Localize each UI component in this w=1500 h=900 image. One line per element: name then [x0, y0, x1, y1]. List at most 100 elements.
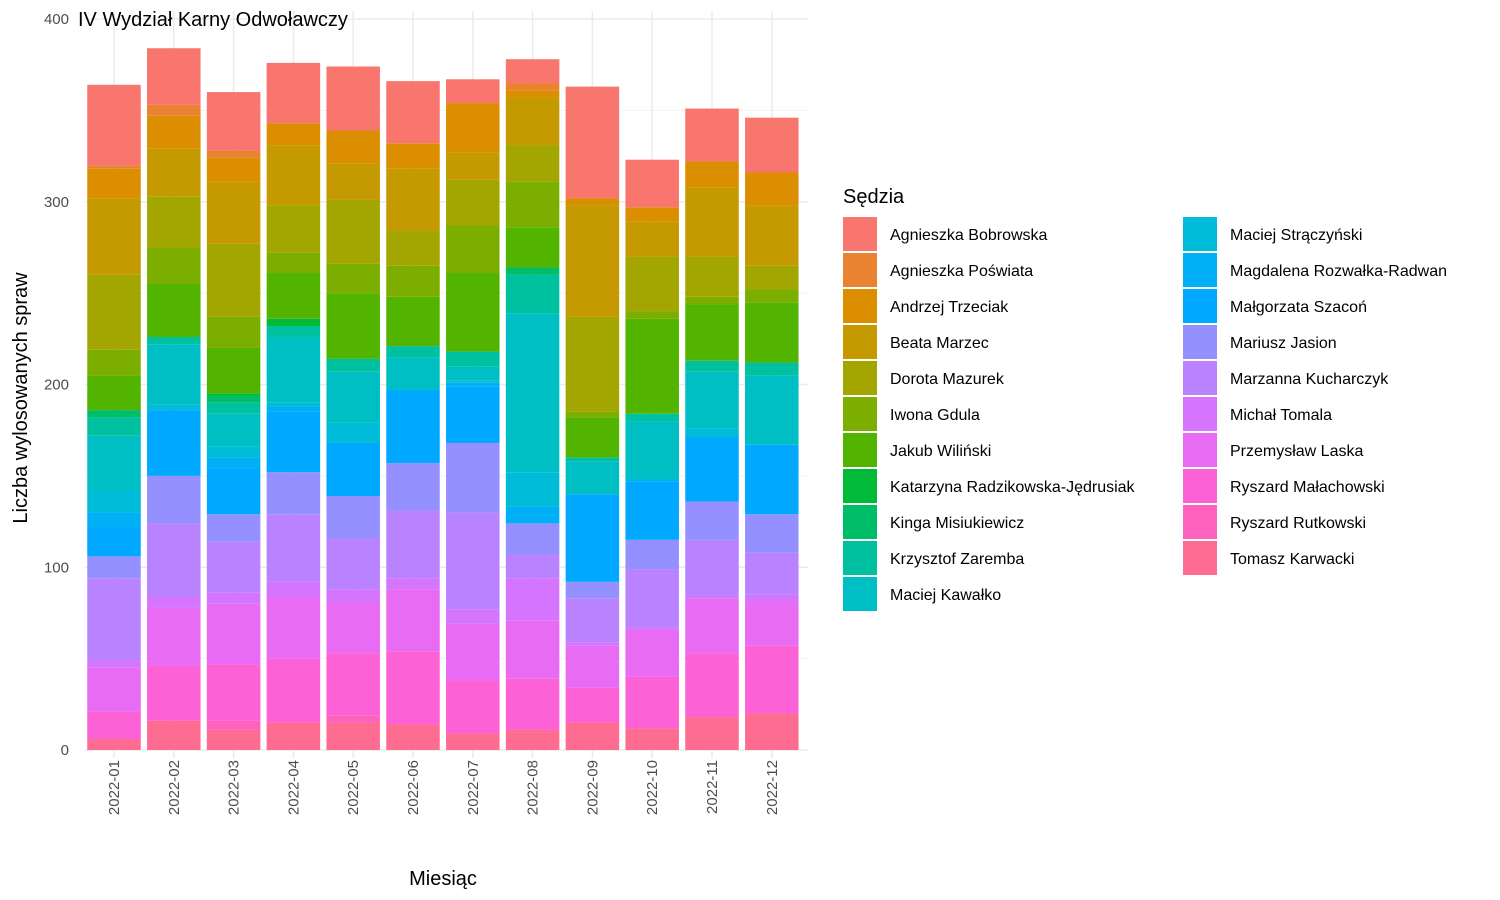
- bar-segment: [565, 598, 620, 643]
- x-axis-ticks: 2022-01 2022-02 2022-03 2022-04 2022-05 2022-…: [106, 760, 781, 815]
- x-tick-label: 2022-10: [644, 760, 661, 815]
- legend-item: Małgorzata Szacoń: [1183, 289, 1367, 323]
- y-tick-label: 0: [61, 742, 69, 759]
- bar-segment: [565, 198, 620, 206]
- bar-segment: [147, 196, 201, 248]
- bar-segment: [505, 523, 560, 555]
- legend-item: Marzanna Kucharczyk: [1183, 361, 1389, 395]
- legend-key: [843, 433, 877, 467]
- bar-segment: [326, 163, 380, 200]
- bar-stack-2022-03: [206, 92, 261, 750]
- bar-segment: [87, 667, 141, 712]
- bar-segment: [685, 296, 739, 305]
- bar-segment: [147, 607, 201, 666]
- bar-segment: [745, 713, 799, 750]
- bar-segment: [206, 157, 261, 182]
- y-tick-label: 300: [44, 194, 69, 211]
- legend-label: Przemysław Laska: [1230, 443, 1363, 460]
- bar-segment: [386, 296, 440, 347]
- bar-segment: [446, 680, 500, 734]
- bar-segment: [446, 733, 500, 750]
- bar-segment: [685, 598, 739, 654]
- bar-segment: [386, 230, 440, 266]
- bar-segment: [386, 357, 440, 390]
- y-axis-title: Liczba wylosowanych spraw: [10, 272, 32, 524]
- legend-key: [843, 289, 877, 323]
- legend-label: Tomasz Karwacki: [1230, 551, 1354, 568]
- bar-segment: [87, 711, 141, 740]
- bar-segment: [266, 252, 321, 274]
- legend-key: [843, 505, 877, 539]
- bar-segment: [87, 168, 141, 199]
- bar-segment: [326, 263, 380, 294]
- bar-segment: [266, 336, 321, 403]
- bar-segment: [446, 623, 500, 681]
- bar-segment: [147, 148, 201, 197]
- bar-segment: [685, 501, 739, 540]
- legend-label: Maciej Strączyński: [1230, 227, 1362, 244]
- bar-segment: [206, 729, 261, 750]
- bar-segment: [206, 664, 261, 721]
- bar-segment: [386, 346, 440, 358]
- legend-item: Przemysław Laska: [1183, 433, 1363, 467]
- bar-segment: [565, 645, 620, 688]
- bar-segment: [685, 187, 739, 257]
- bar-segment: [147, 596, 201, 608]
- legend-item: Tomasz Karwacki: [1183, 541, 1354, 575]
- bar-segment: [147, 665, 201, 721]
- legend-label: Ryszard Rutkowski: [1230, 515, 1366, 532]
- bar-segment: [625, 569, 679, 628]
- bar-segment: [625, 481, 679, 540]
- bar-segment: [505, 181, 560, 228]
- bar-segment: [147, 104, 201, 116]
- legend-key: [843, 577, 877, 611]
- bar-segment: [685, 539, 739, 597]
- bar-segment: [206, 150, 261, 158]
- legend-item: Katarzyna Radzikowska-Jędrusiak: [843, 469, 1136, 503]
- bar-segment: [625, 207, 679, 222]
- bar-stack-2022-01: [87, 84, 141, 750]
- bar-segment: [326, 358, 380, 372]
- bar-segment: [505, 227, 560, 268]
- legend-key: [1183, 253, 1217, 287]
- legend-label: Małgorzata Szacoń: [1230, 299, 1367, 316]
- bar-segment: [446, 273, 500, 352]
- legend-item: Agnieszka Bobrowska: [843, 217, 1048, 251]
- bar-segment: [745, 289, 799, 303]
- bar-segment: [625, 256, 679, 312]
- bar-segment: [326, 715, 380, 723]
- bar-segment: [326, 722, 380, 750]
- bar-segment: [87, 556, 141, 579]
- bar-segment: [505, 145, 560, 182]
- legend-key: [1183, 469, 1217, 503]
- bar-segment: [386, 651, 440, 725]
- bar-segment: [386, 510, 440, 579]
- bar-segment: [206, 514, 261, 542]
- x-tick-label: 2022-07: [465, 760, 482, 815]
- bar-segment: [87, 490, 141, 513]
- bar-segment: [745, 302, 799, 363]
- bar-segment: [326, 589, 380, 602]
- bar-segment: [565, 205, 620, 317]
- bar-segment: [745, 172, 799, 206]
- legend-label: Maciej Kawałko: [890, 587, 1001, 604]
- bar-segment: [206, 413, 261, 447]
- bar-segment: [625, 629, 679, 677]
- bar-segment: [206, 457, 261, 469]
- bar-segment: [386, 81, 440, 144]
- bar-segment: [625, 421, 679, 480]
- bar-segment: [625, 318, 679, 414]
- x-tick-label: 2022-01: [106, 760, 123, 815]
- bar-segment: [446, 512, 500, 610]
- bar-segment: [685, 161, 739, 188]
- bar-segment: [326, 538, 380, 590]
- legend-item: Kinga Misiukiewicz: [843, 505, 1024, 539]
- bar-segment: [565, 86, 620, 199]
- legend-label: Ryszard Małachowski: [1230, 479, 1385, 496]
- bar-segment: [266, 402, 321, 407]
- legend-label: Krzysztof Zaremba: [890, 551, 1024, 568]
- bar-segment: [446, 380, 500, 383]
- bar-segment: [505, 267, 560, 275]
- bar-segment: [326, 371, 380, 423]
- legend-key: [1183, 325, 1217, 359]
